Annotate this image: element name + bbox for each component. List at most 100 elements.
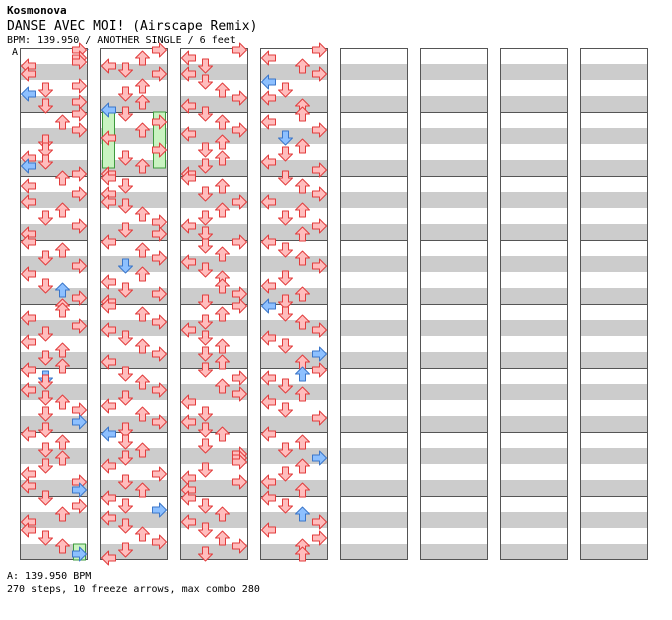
beat-stripe xyxy=(260,224,328,240)
beat-stripe xyxy=(260,512,328,528)
beat-stripe xyxy=(420,544,488,560)
column-border xyxy=(100,48,168,560)
beat-stripe xyxy=(20,96,88,112)
left-arrow-icon xyxy=(261,370,276,386)
left-arrow-icon xyxy=(261,114,276,130)
left-arrow-icon xyxy=(181,126,196,142)
chart-meta: BPM: 139.950 / ANOTHER SINGLE / 6 feet xyxy=(7,35,236,46)
right-arrow-icon xyxy=(152,502,167,518)
right-arrow-icon xyxy=(232,298,247,314)
beat-stripe xyxy=(500,192,568,208)
left-arrow-icon xyxy=(181,170,196,186)
up-arrow-icon xyxy=(135,94,150,110)
up-arrow-icon xyxy=(295,366,310,382)
up-arrow-icon xyxy=(135,338,150,354)
up-arrow-icon xyxy=(215,202,230,218)
left-arrow-icon xyxy=(21,334,36,350)
up-arrow-icon xyxy=(55,242,70,258)
down-arrow-icon xyxy=(118,518,133,534)
beat-stripe xyxy=(260,160,328,176)
chart-column xyxy=(420,48,488,560)
right-arrow-icon xyxy=(232,90,247,106)
left-arrow-icon xyxy=(181,254,196,270)
right-arrow-icon xyxy=(312,450,327,466)
right-arrow-icon xyxy=(72,482,87,498)
right-arrow-icon xyxy=(72,218,87,234)
beat-stripe xyxy=(500,352,568,368)
beat-stripe xyxy=(260,384,328,400)
down-arrow-icon xyxy=(278,442,293,458)
down-arrow-icon xyxy=(38,210,53,226)
section-label: A xyxy=(12,47,19,58)
down-arrow-icon xyxy=(198,186,213,202)
up-arrow-icon xyxy=(135,306,150,322)
beat-stripe xyxy=(20,64,88,80)
beat-stripe xyxy=(580,480,648,496)
left-arrow-icon xyxy=(261,194,276,210)
left-arrow-icon xyxy=(261,278,276,294)
up-arrow-icon xyxy=(215,278,230,294)
beat-stripe xyxy=(420,384,488,400)
right-arrow-icon xyxy=(152,226,167,242)
down-arrow-icon xyxy=(278,306,293,322)
right-arrow-icon xyxy=(312,218,327,234)
footer-bpm: A: 139.950 BPM xyxy=(7,571,92,582)
column-border xyxy=(420,48,488,560)
up-arrow-icon xyxy=(55,538,70,554)
left-arrow-icon xyxy=(101,194,116,210)
up-arrow-icon xyxy=(135,406,150,422)
up-arrow-icon xyxy=(135,374,150,390)
right-arrow-icon xyxy=(232,454,247,470)
right-arrow-icon xyxy=(312,322,327,338)
beat-stripe xyxy=(180,64,248,80)
beat-stripe xyxy=(180,416,248,432)
up-arrow-icon xyxy=(295,546,310,562)
down-arrow-icon xyxy=(38,250,53,266)
right-arrow-icon xyxy=(232,234,247,250)
right-arrow-icon xyxy=(152,466,167,482)
left-arrow-icon xyxy=(181,218,196,234)
down-arrow-icon xyxy=(278,294,293,310)
beat-stripe xyxy=(500,448,568,464)
down-arrow-icon xyxy=(38,530,53,546)
up-arrow-icon xyxy=(55,114,70,130)
right-arrow-icon xyxy=(232,194,247,210)
beat-stripe xyxy=(580,288,648,304)
down-arrow-icon xyxy=(118,366,133,382)
down-arrow-icon xyxy=(118,222,133,238)
beat-stripe xyxy=(340,384,408,400)
up-arrow-icon xyxy=(55,342,70,358)
right-arrow-icon xyxy=(312,514,327,530)
column-border xyxy=(500,48,568,560)
up-arrow-icon xyxy=(135,206,150,222)
down-arrow-icon xyxy=(278,378,293,394)
beat-stripe xyxy=(340,416,408,432)
beat-stripe xyxy=(500,480,568,496)
down-arrow-icon xyxy=(198,406,213,422)
down-arrow-icon xyxy=(198,294,213,310)
up-arrow-icon xyxy=(135,50,150,66)
beat-stripe xyxy=(500,160,568,176)
down-arrow-icon xyxy=(38,142,53,158)
beat-stripe xyxy=(20,416,88,432)
left-arrow-icon xyxy=(181,322,196,338)
beat-stripe xyxy=(420,192,488,208)
left-arrow-icon xyxy=(181,50,196,66)
beat-stripe xyxy=(580,544,648,560)
column-border xyxy=(20,48,88,560)
beat-stripe xyxy=(20,352,88,368)
chart-column xyxy=(340,48,408,560)
beat-stripe xyxy=(20,128,88,144)
beat-stripe xyxy=(100,416,168,432)
beat-stripe xyxy=(500,256,568,272)
up-arrow-icon xyxy=(55,394,70,410)
beat-stripe xyxy=(580,256,648,272)
down-arrow-icon xyxy=(198,106,213,122)
right-arrow-icon xyxy=(312,66,327,82)
right-arrow-icon xyxy=(152,414,167,430)
up-arrow-icon xyxy=(215,378,230,394)
beat-stripe xyxy=(260,544,328,560)
beat-stripe xyxy=(180,224,248,240)
left-arrow-icon xyxy=(101,274,116,290)
beat-stripe xyxy=(580,416,648,432)
